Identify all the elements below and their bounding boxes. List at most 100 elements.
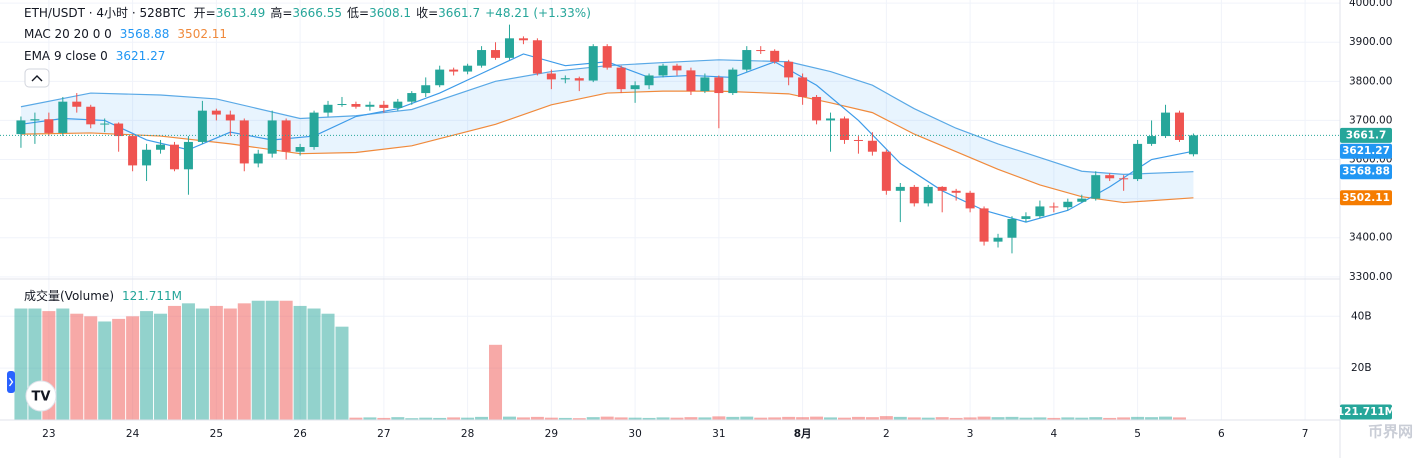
- candle-body: [407, 93, 417, 102]
- candle-body: [197, 110, 207, 142]
- volume-bar: [796, 417, 810, 420]
- y-tick-label: 3300.00: [1349, 271, 1392, 283]
- indicator-value: 3568.88: [120, 27, 170, 41]
- candle-body: [588, 46, 598, 81]
- volume-bar: [84, 316, 98, 420]
- ohlc-label: 收=: [416, 6, 438, 20]
- x-tick-label: 6: [1218, 428, 1225, 440]
- volume-bar: [656, 417, 670, 420]
- x-tick-label: 7: [1302, 428, 1309, 440]
- volume-bar: [1075, 417, 1089, 420]
- candle-body: [630, 85, 640, 90]
- indicator-name: EMA 9 close 0: [24, 49, 108, 63]
- candle-body: [449, 69, 459, 72]
- ohlc-label: 高=: [270, 5, 292, 20]
- volume-bar: [824, 417, 838, 420]
- volume-bar: [405, 418, 419, 420]
- volume-bar: [1047, 417, 1061, 420]
- volume-tick-label: 20B: [1351, 362, 1372, 374]
- volume-bar: [321, 313, 335, 420]
- candle-body: [644, 75, 654, 86]
- volume-bar: [195, 308, 209, 420]
- indicator-price-label: 3502.11: [1342, 192, 1390, 204]
- tv-logo-mark: TV: [32, 390, 51, 405]
- volume-bar: [14, 308, 28, 420]
- y-tick-label: 3900.00: [1349, 36, 1392, 48]
- indicator-price-label-box: [1340, 190, 1392, 206]
- chevron-icon[interactable]: [31, 75, 43, 82]
- candle-body: [421, 85, 431, 94]
- volume-bar: [991, 417, 1005, 420]
- volume-bar: [391, 417, 405, 420]
- ema-legend: EMA 9 close 0 3621.27: [24, 49, 165, 63]
- volume-bar: [167, 305, 181, 420]
- volume-bar: [782, 416, 796, 420]
- candle-body: [1077, 198, 1087, 202]
- candle-body: [337, 104, 347, 106]
- y-tick-label: 3700.00: [1349, 114, 1392, 126]
- candle-body: [295, 147, 305, 152]
- collapse-button[interactable]: [24, 68, 50, 88]
- x-tick-label: 26: [293, 428, 307, 440]
- volume-bar: [963, 417, 977, 420]
- candle-body: [616, 67, 626, 90]
- expand-arrow[interactable]: [8, 377, 14, 387]
- candle-body: [16, 120, 26, 135]
- volume-bar: [726, 416, 740, 420]
- volume-legend: 成交量(Volume) 121.711M: [24, 288, 182, 303]
- volume-bar: [921, 417, 935, 420]
- candle-body: [225, 114, 235, 121]
- candle-body: [686, 70, 696, 92]
- volume-bar: [586, 417, 600, 420]
- candle-body: [742, 50, 752, 70]
- indicator-value: 3502.11: [177, 27, 227, 41]
- candle-body: [86, 106, 96, 125]
- candle-body: [1188, 135, 1198, 155]
- candle-body: [239, 120, 249, 164]
- volume-bar: [935, 417, 949, 420]
- candle-body: [100, 123, 110, 125]
- volume-bar: [56, 308, 70, 420]
- candle-body: [211, 110, 221, 115]
- volume-bar: [558, 417, 572, 420]
- watermark: 币界网: [1368, 423, 1413, 441]
- candle-body: [770, 50, 780, 62]
- candle-body: [323, 104, 333, 113]
- volume-bar: [516, 417, 530, 420]
- candle-body: [937, 186, 947, 191]
- volume-bar: [977, 416, 991, 420]
- candle-body: [477, 50, 487, 66]
- candle-body: [72, 101, 82, 107]
- volume-bar: [335, 326, 349, 420]
- x-tick-label: 5: [1134, 428, 1141, 440]
- last-price-label-box: [1340, 127, 1392, 143]
- x-tick-label: 2: [883, 428, 890, 440]
- tv-logo: [25, 380, 57, 412]
- volume-bar: [698, 417, 712, 420]
- volume-bar: [1061, 417, 1075, 420]
- ohlc-label: 开=: [194, 6, 216, 20]
- candle-body: [44, 119, 54, 133]
- candle-body: [1021, 216, 1031, 219]
- candle-body: [756, 50, 766, 52]
- volume-bar: [740, 416, 754, 420]
- candle-body: [58, 101, 68, 133]
- volume-last-label-box: [1340, 404, 1392, 420]
- volume-bar: [949, 417, 963, 420]
- candle-body: [518, 38, 528, 41]
- y-tick-label: 4000.00: [1349, 0, 1392, 9]
- candle-body: [128, 136, 138, 166]
- volume-bar: [1089, 417, 1103, 420]
- candle-body: [435, 69, 445, 86]
- button-frame[interactable]: [24, 68, 50, 88]
- candle-body: [463, 65, 473, 72]
- candle-body: [574, 78, 584, 81]
- ohlc-value: 3661.7: [438, 6, 480, 20]
- candle-body: [714, 77, 724, 94]
- candle-body: [812, 96, 822, 121]
- indicator-price-label: 3568.88: [1342, 166, 1390, 178]
- expand-tab[interactable]: [7, 371, 15, 393]
- candle-body: [532, 40, 542, 74]
- ohlc-legend: ETH/USDT · 4小时 · 528BTC 开=3613.49 高=3666.5…: [24, 5, 591, 20]
